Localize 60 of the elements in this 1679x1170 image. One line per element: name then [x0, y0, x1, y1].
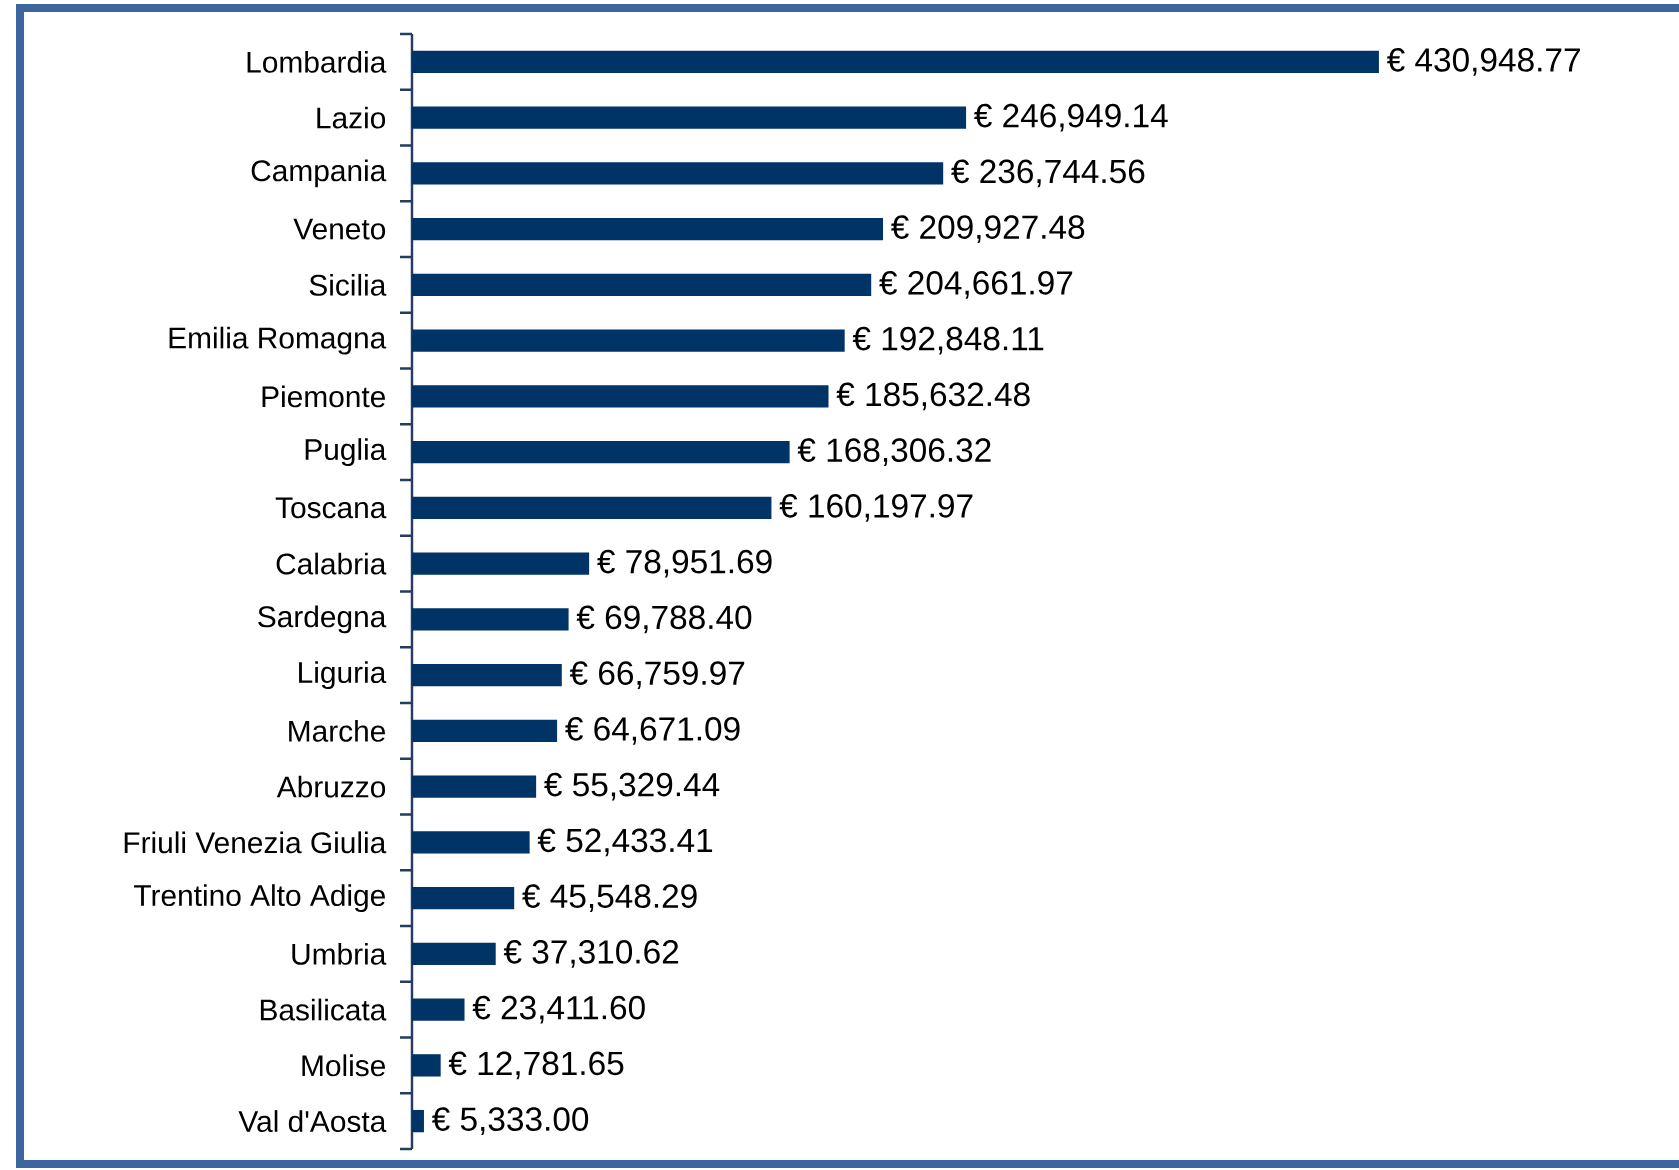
y-tick-label: Veneto	[293, 218, 386, 240]
bar	[411, 775, 537, 798]
bar	[411, 496, 772, 520]
data-label: € 37,310.62	[503, 940, 679, 968]
data-label: € 236,744.56	[951, 159, 1145, 188]
bar	[411, 552, 590, 575]
data-label: € 185,632.48	[836, 382, 1030, 411]
data-label: € 160,197.97	[779, 494, 973, 522]
data-label: € 64,671.09	[565, 717, 740, 745]
data-label: € 168,306.32	[797, 438, 991, 466]
data-label: € 204,661.97	[879, 271, 1073, 299]
data-label: € 23,411.60	[472, 995, 645, 1024]
y-tick-label: Piemonte	[262, 385, 385, 408]
bar	[411, 998, 465, 1021]
y-tick-label: Basilicata	[260, 998, 387, 1021]
bar	[411, 217, 884, 241]
bar	[411, 886, 515, 910]
data-label: € 192,848.11	[852, 326, 1044, 355]
y-tick-label: Val d'Aosta	[238, 1110, 387, 1133]
y-tick-label: Campania	[251, 159, 387, 188]
bar	[411, 831, 530, 854]
data-label: € 12,781.65	[448, 1051, 624, 1080]
data-label: € 246,949.14	[974, 103, 1168, 132]
data-label: € 55,329.44	[544, 772, 720, 801]
data-label: € 78,951.69	[597, 549, 772, 578]
bar	[411, 1109, 424, 1133]
y-tick-label: Puglia	[305, 438, 387, 467]
y-tick-label: Trentino Alto Adige	[134, 884, 385, 913]
bar	[411, 329, 845, 352]
bar	[411, 385, 829, 408]
bar	[411, 440, 790, 464]
data-label: € 45,548.29	[522, 884, 697, 912]
y-tick-label: Friuli Venezia Giulia	[124, 831, 387, 854]
bar	[411, 663, 562, 687]
y-tick-label: Umbria	[292, 942, 387, 965]
y-tick-label: Abruzzo	[276, 775, 386, 798]
y-tick-label: Lombardia	[247, 50, 387, 73]
y-tick-label: Sardegna	[258, 605, 387, 634]
bar	[411, 608, 569, 631]
bar	[411, 273, 872, 297]
bar	[411, 719, 558, 743]
data-label: € 5,333.00	[431, 1107, 589, 1135]
bar	[411, 50, 1379, 74]
bar	[411, 1054, 441, 1077]
bar	[411, 942, 496, 966]
data-label: € 209,927.48	[891, 215, 1085, 243]
y-tick-label: Molise	[302, 1054, 385, 1077]
y-tick-label: Lazio	[317, 106, 386, 129]
data-label: € 66,759.97	[569, 661, 745, 689]
bar	[411, 106, 967, 129]
y-tick-label: Marche	[289, 719, 385, 742]
y-tick-label: Liguria	[299, 661, 387, 690]
data-label: € 52,433.41	[537, 828, 713, 857]
y-tick-label: Emilia Romagna	[169, 326, 387, 355]
bar	[411, 162, 944, 185]
y-tick-label: Calabria	[276, 552, 387, 575]
y-tick-label: Toscana	[275, 497, 387, 519]
data-label: € 430,948.77	[1386, 48, 1580, 76]
y-tick-label: Sicilia	[309, 273, 387, 296]
data-label: € 69,788.40	[576, 605, 752, 634]
